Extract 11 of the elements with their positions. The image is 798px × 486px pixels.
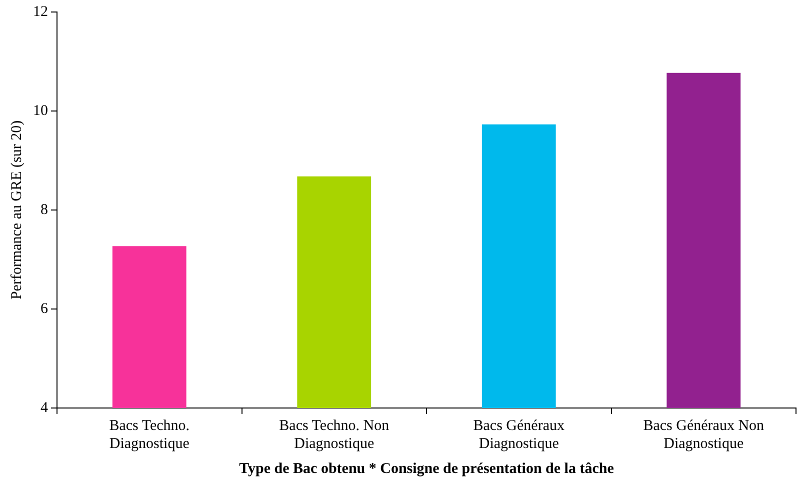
y-tick-label: 4: [40, 400, 48, 416]
x-tick-label: Bacs Généraux Non Diagnostique: [643, 418, 765, 452]
y-tick-label: 6: [40, 300, 48, 317]
x-tick-label: Bacs Généraux Diagnostique: [473, 418, 565, 452]
x-axis-title: Type de Bac obtenu * Consigne de présentation de la tâche: [239, 460, 614, 477]
y-tick-label: 10: [33, 102, 48, 119]
y-tick-label: 8: [40, 202, 48, 218]
y-tick-label: 12: [33, 4, 48, 20]
y-axis-title: Performance au GRE (sur 20): [8, 120, 25, 300]
x-tick-label: Bacs Techno. Diagnostique: [109, 418, 190, 452]
x-tick-label: Bacs Techno. Non Diagnostique: [279, 418, 390, 452]
